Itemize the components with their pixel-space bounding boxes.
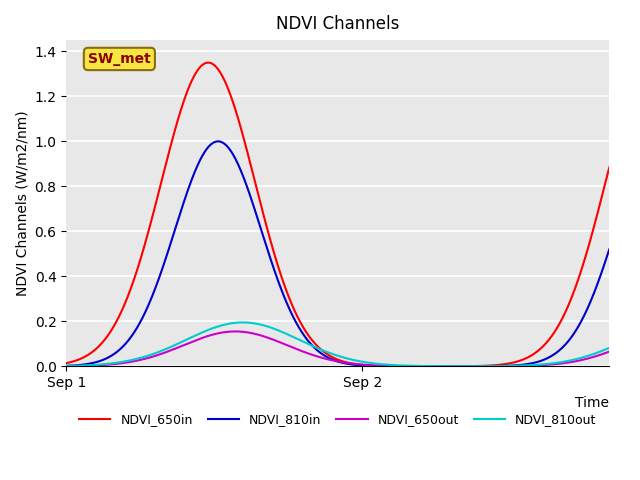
Text: SW_met: SW_met bbox=[88, 52, 151, 66]
Y-axis label: NDVI Channels (W/m2/nm): NDVI Channels (W/m2/nm) bbox=[15, 110, 29, 296]
X-axis label: Time: Time bbox=[575, 396, 609, 409]
Title: NDVI Channels: NDVI Channels bbox=[276, 15, 399, 33]
Legend: NDVI_650in, NDVI_810in, NDVI_650out, NDVI_810out: NDVI_650in, NDVI_810in, NDVI_650out, NDV… bbox=[74, 408, 602, 432]
